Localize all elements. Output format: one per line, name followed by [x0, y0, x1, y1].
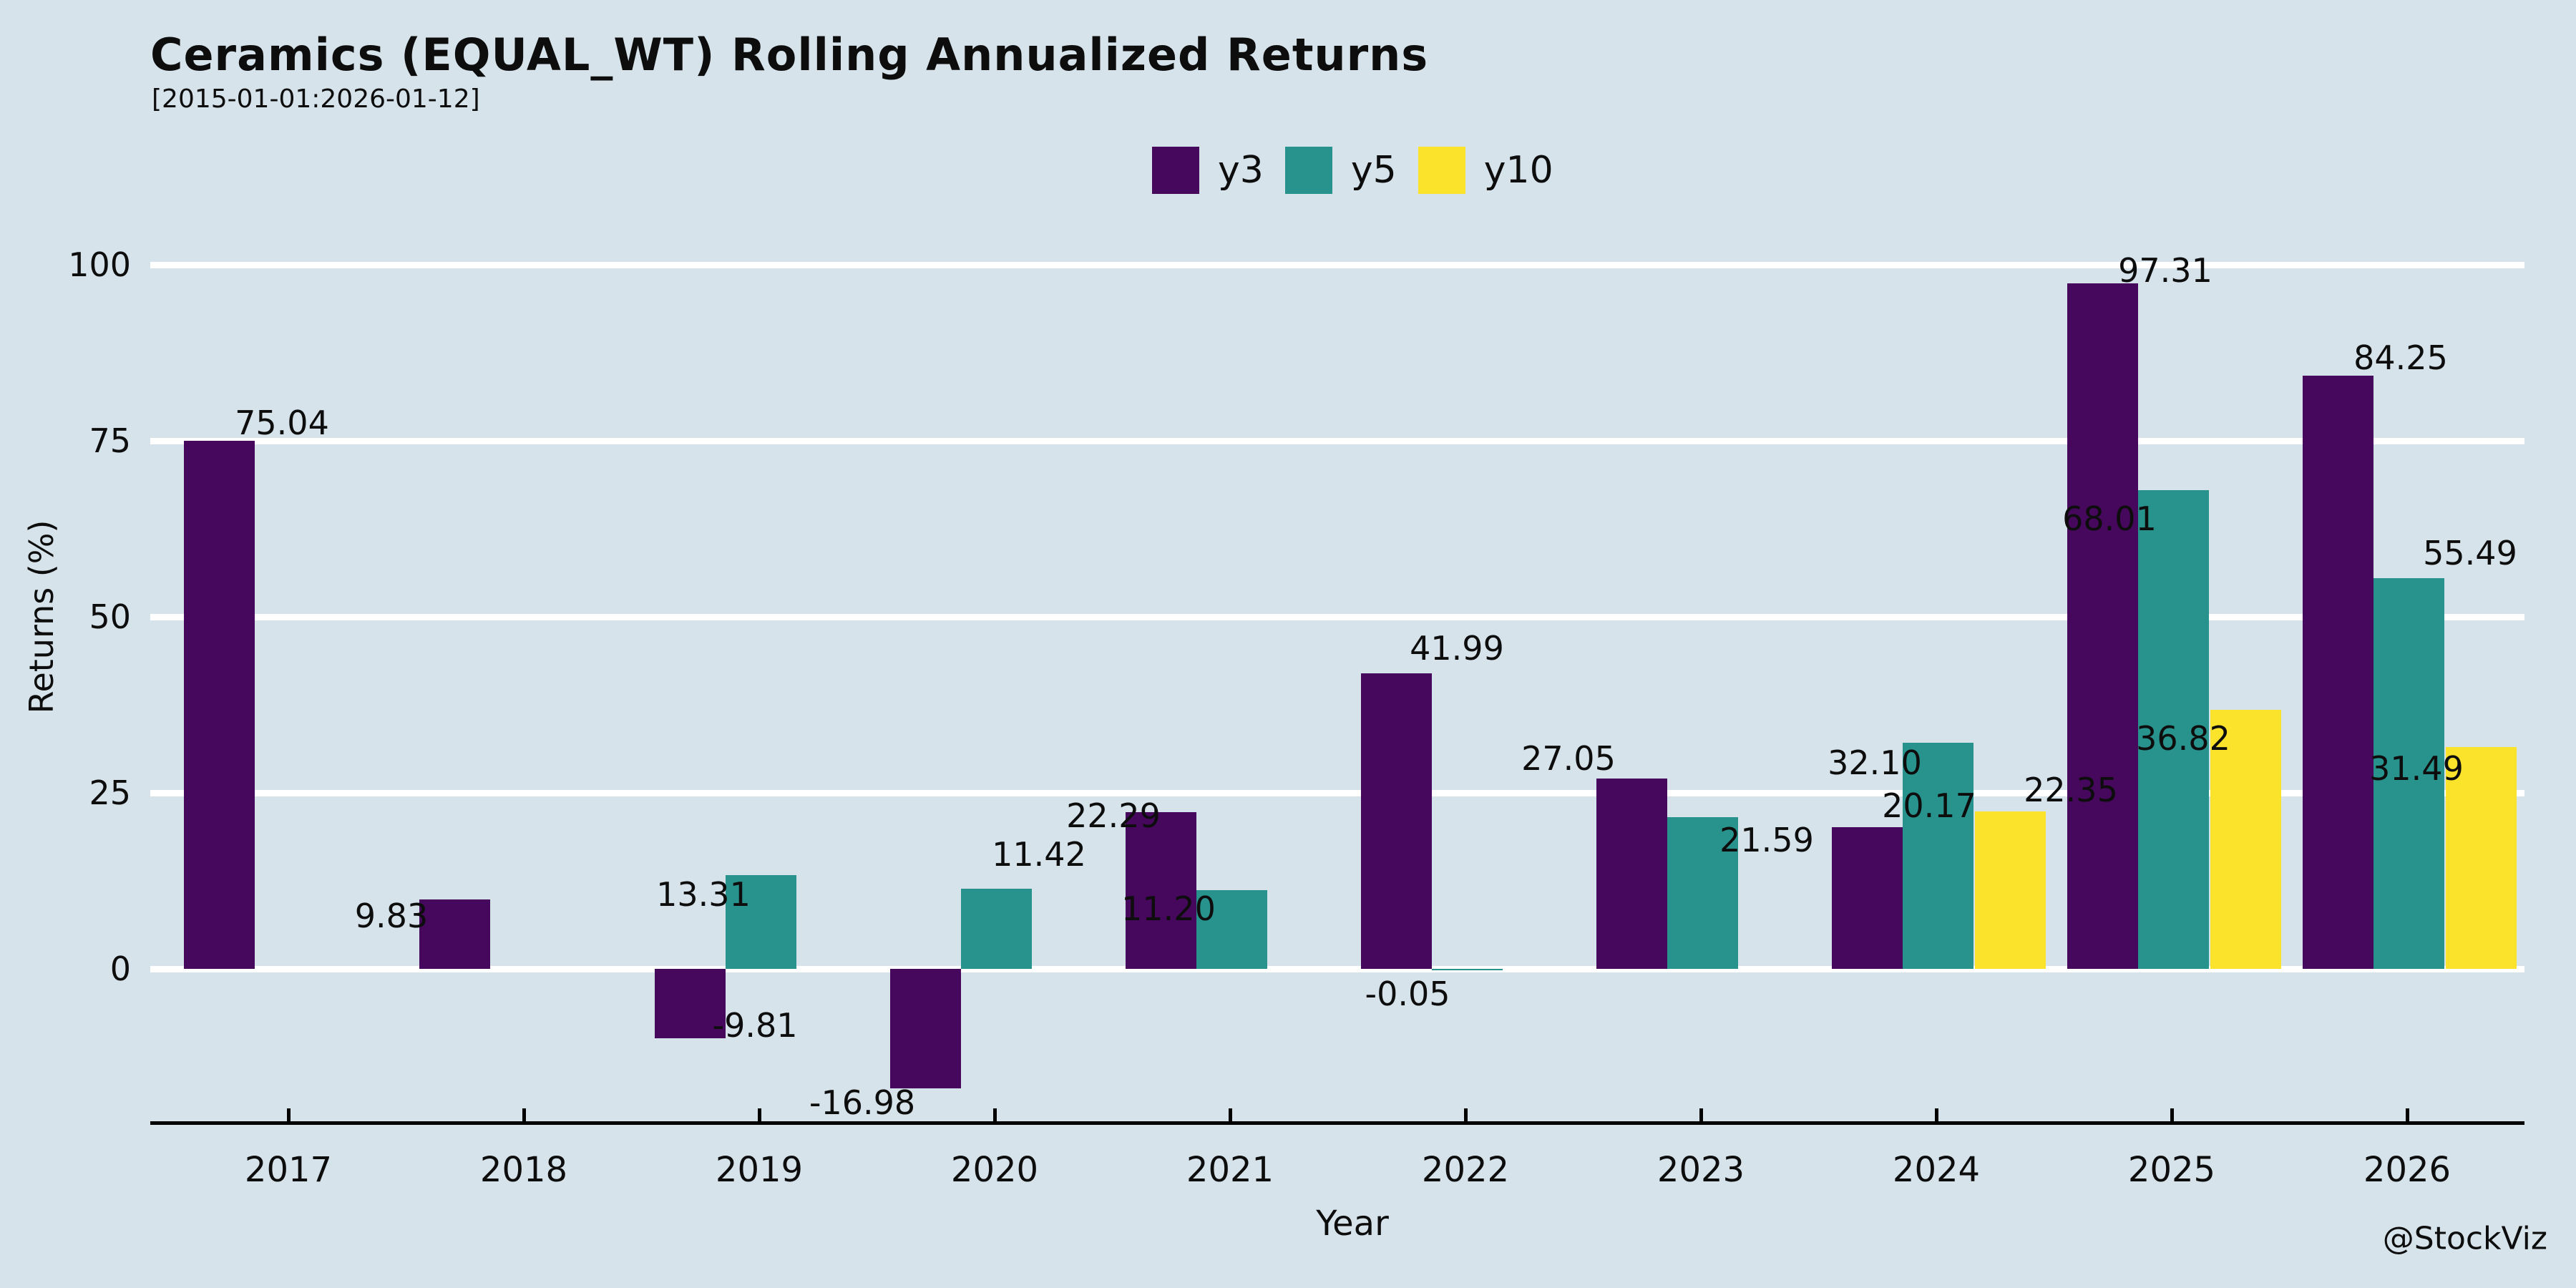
- x-tickmark-2017: [287, 1108, 291, 1121]
- bar-y10-2024: [1974, 811, 2046, 969]
- x-tick-label-2024: 2024: [1892, 1150, 1981, 1190]
- bar-value-label-y5-2023: 21.59: [1719, 820, 1814, 859]
- x-tick-label-2020: 2020: [950, 1150, 1039, 1190]
- bar-y5-2026: [2373, 577, 2444, 969]
- legend-label-y5: y5: [1350, 149, 1397, 192]
- bar-y5-2020: [960, 888, 1032, 969]
- x-tickmark-2022: [1464, 1108, 1468, 1121]
- legend-label-y10: y10: [1483, 149, 1553, 192]
- x-tickmark-2023: [1699, 1108, 1703, 1121]
- bar-y3-2025: [2067, 283, 2138, 969]
- bar-y3-2020: [889, 969, 961, 1089]
- x-axis-line: [150, 1121, 2524, 1125]
- bar-value-label-y5-2026: 55.49: [2423, 533, 2517, 572]
- legend-item-y10: y10: [1418, 147, 1553, 194]
- bar-y10-2025: [2210, 709, 2281, 969]
- bar-y5-2024: [1902, 743, 1974, 969]
- x-tickmark-2024: [1935, 1108, 1938, 1121]
- legend-item-y5: y5: [1284, 147, 1397, 194]
- bar-value-label-y3-2026: 84.25: [2353, 338, 2448, 377]
- bar-y3-2017: [183, 440, 255, 969]
- gridline-25: [150, 789, 2524, 796]
- bar-value-label-y3-2022: 41.99: [1410, 628, 1504, 668]
- y-tick-label-100: 100: [68, 245, 131, 284]
- bar-value-label-y5-2019: 13.31: [656, 875, 751, 914]
- bar-y5-2022: [1431, 969, 1503, 970]
- x-tickmark-2019: [758, 1108, 761, 1121]
- chart-title: Ceramics (EQUAL_WT) Rolling Annualized R…: [150, 29, 1429, 81]
- x-tickmark-2020: [993, 1108, 997, 1121]
- bar-value-label-y10-2026: 31.49: [2369, 749, 2464, 789]
- legend-item-y3: y3: [1152, 147, 1264, 194]
- x-tick-label-2019: 2019: [715, 1150, 804, 1190]
- x-tickmark-2021: [1229, 1108, 1232, 1121]
- watermark-text: @StockViz: [2382, 1220, 2547, 1257]
- bar-value-label-y5-2020: 11.42: [992, 834, 1086, 874]
- x-tick-label-2025: 2025: [2127, 1150, 2216, 1190]
- x-tick-label-2026: 2026: [2363, 1150, 2451, 1190]
- bar-value-label-y3-2018: 9.83: [354, 897, 429, 936]
- bar-value-label-y3-2025: 97.31: [2118, 251, 2212, 291]
- bar-y3-2023: [1596, 778, 1667, 969]
- legend-swatch-y5: [1284, 147, 1332, 194]
- x-tickmark-2026: [2406, 1108, 2409, 1121]
- bar-value-label-y10-2025: 36.82: [2136, 718, 2230, 758]
- legend-swatch-y10: [1418, 147, 1465, 194]
- bar-y5-2019: [725, 875, 796, 969]
- bar-y5-2025: [2137, 489, 2209, 969]
- y-tick-label-75: 75: [89, 421, 131, 460]
- x-tick-label-2018: 2018: [479, 1150, 568, 1190]
- gridline-0: [150, 965, 2524, 972]
- y-tick-label-50: 50: [89, 597, 131, 636]
- x-tickmark-2025: [2170, 1108, 2174, 1121]
- bar-value-label-y3-2023: 27.05: [1521, 738, 1616, 778]
- bar-value-label-y3-2019: -9.81: [712, 1005, 798, 1045]
- bar-y5-2021: [1196, 889, 1267, 969]
- gridline-100: [150, 261, 2524, 268]
- bar-y3-2019: [654, 969, 726, 1038]
- bar-y3-2026: [2302, 375, 2373, 969]
- bar-y10-2026: [2445, 747, 2517, 969]
- gridline-75: [150, 437, 2524, 444]
- bar-value-label-y5-2024: 32.10: [1828, 743, 1922, 783]
- legend-swatch-y3: [1152, 147, 1199, 194]
- y-tick-label-25: 25: [89, 774, 131, 812]
- x-axis-title: Year: [1316, 1204, 1389, 1244]
- bar-y5-2023: [1667, 816, 1738, 969]
- bar-value-label-y10-2024: 22.35: [2024, 771, 2118, 810]
- bar-value-label-y3-2020: -16.98: [809, 1083, 916, 1123]
- bar-y3-2018: [419, 899, 490, 969]
- bar-value-label-y5-2022: -0.05: [1365, 975, 1450, 1014]
- chart-subtitle: [2015-01-01:2026-01-12]: [152, 84, 480, 114]
- bar-value-label-y5-2021: 11.20: [1121, 889, 1216, 928]
- bar-value-label-y3-2017: 75.04: [235, 403, 329, 442]
- x-tick-label-2022: 2022: [1421, 1150, 1510, 1190]
- bar-value-label-y3-2021: 22.29: [1066, 796, 1161, 835]
- x-tick-label-2017: 2017: [244, 1150, 333, 1190]
- x-tickmark-2018: [522, 1108, 526, 1121]
- legend-label-y3: y3: [1218, 149, 1264, 192]
- bar-y3-2021: [1125, 811, 1196, 969]
- chart-legend: y3 y5 y10: [1152, 147, 1575, 194]
- bar-y3-2024: [1831, 826, 1903, 969]
- bar-value-label-y5-2025: 68.01: [2062, 499, 2157, 538]
- y-tick-label-0: 0: [109, 950, 131, 988]
- y-axis-title: Returns (%): [22, 519, 61, 714]
- gridline-50: [150, 613, 2524, 620]
- x-tick-label-2023: 2023: [1657, 1150, 1745, 1190]
- bar-value-label-y3-2024: 20.17: [1882, 786, 1976, 825]
- x-tick-label-2021: 2021: [1186, 1150, 1274, 1190]
- bar-y3-2022: [1360, 673, 1432, 969]
